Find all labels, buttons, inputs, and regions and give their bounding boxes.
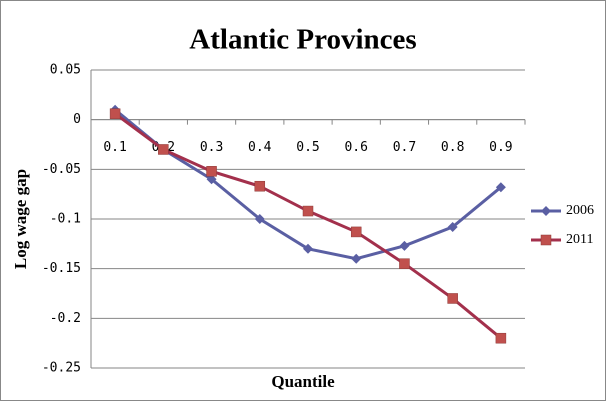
- y-tick-label: -0.25: [42, 361, 81, 376]
- legend-marker: [541, 206, 551, 216]
- legend-marker: [540, 234, 552, 246]
- x-tick-label: 0.8: [441, 140, 464, 155]
- y-tick-label: 0.05: [50, 63, 81, 78]
- data-point: [399, 258, 410, 269]
- data-point: [447, 293, 458, 304]
- x-tick-label: 0.4: [248, 140, 272, 155]
- legend-label: 2006: [566, 203, 594, 218]
- data-point: [302, 205, 314, 217]
- data-point: [206, 174, 217, 185]
- x-tick-label: 0.9: [489, 140, 512, 155]
- y-tick-label: -0.1: [50, 212, 81, 227]
- x-tick-label: 0.5: [296, 140, 319, 155]
- chart-title: Atlantic Provinces: [189, 24, 416, 56]
- data-point: [303, 243, 313, 254]
- data-point: [158, 144, 169, 155]
- data-point: [206, 166, 217, 177]
- x-tick-label: 0.3: [200, 140, 223, 155]
- x-axis-label: Quantile: [271, 372, 335, 391]
- data-point: [447, 221, 458, 232]
- data-point: [495, 182, 506, 193]
- data-point: [350, 226, 362, 238]
- y-axis-label: Log wage gap: [11, 169, 30, 269]
- x-tick-label: 0.7: [393, 140, 416, 155]
- data-point: [109, 108, 121, 119]
- x-tick-label: 0.1: [103, 140, 126, 155]
- data-point: [351, 253, 362, 264]
- data-point: [399, 240, 410, 251]
- data-point: [254, 180, 266, 192]
- x-tick-label: 0.6: [344, 140, 367, 155]
- y-tick-label: -0.2: [50, 311, 81, 326]
- data-point: [495, 332, 507, 344]
- y-tick-label: -0.05: [42, 162, 81, 177]
- data-point: [254, 214, 265, 224]
- legend-label: 2011: [566, 232, 593, 247]
- y-tick-label: -0.15: [42, 261, 81, 276]
- y-tick-label: 0: [73, 112, 81, 127]
